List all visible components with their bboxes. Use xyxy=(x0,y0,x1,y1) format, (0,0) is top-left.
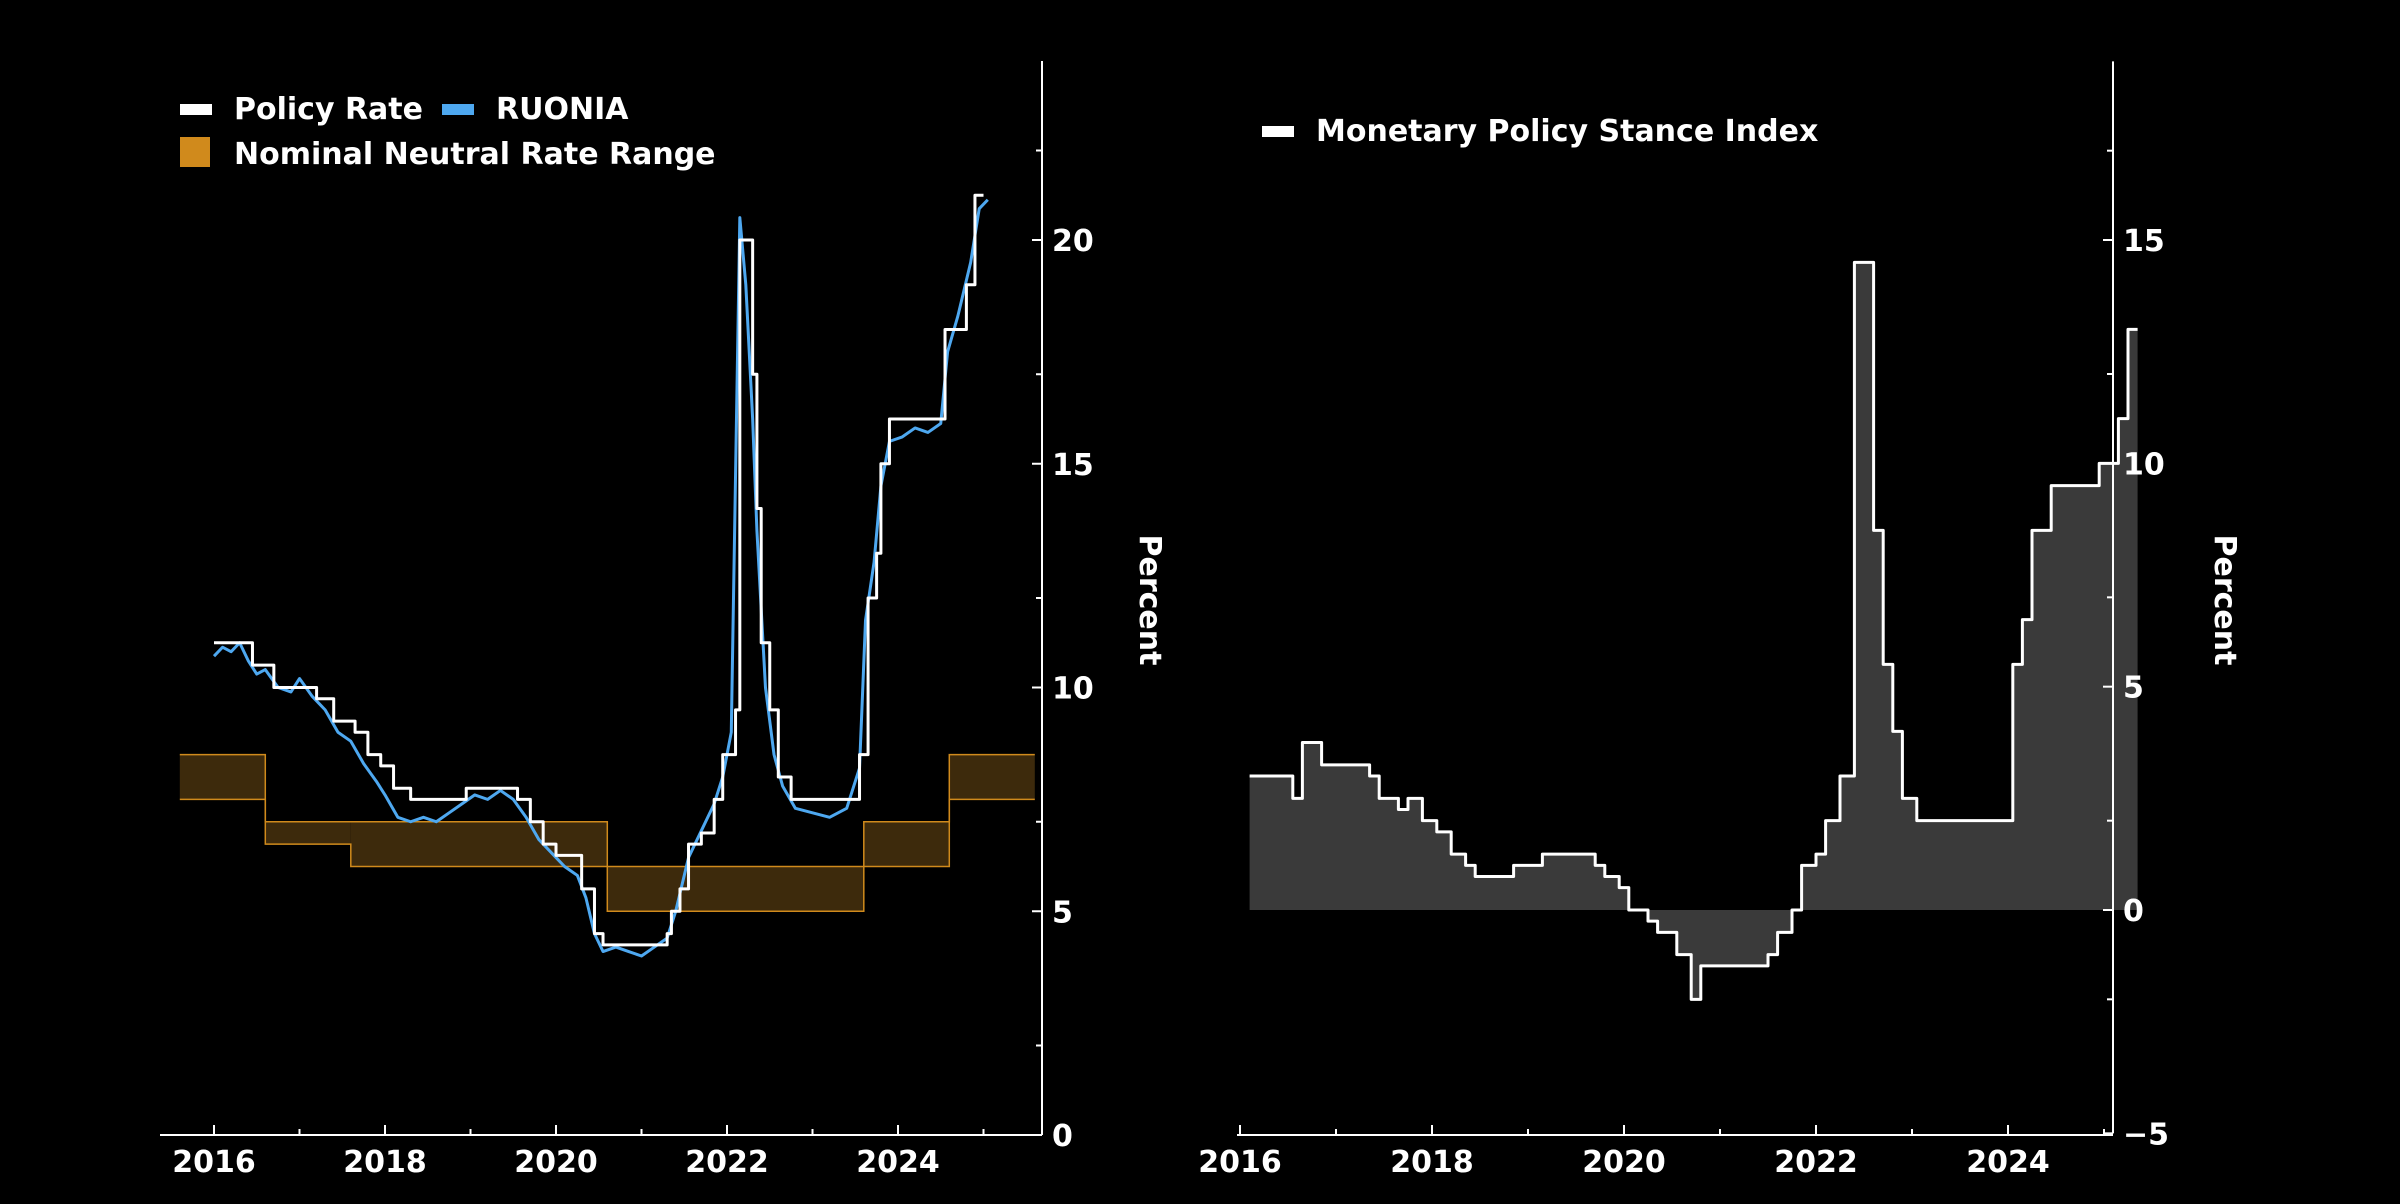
legend-label: Monetary Policy Stance Index xyxy=(1316,114,1818,149)
x-tick-label: 2020 xyxy=(1582,1145,1666,1180)
y-tick-label: 5 xyxy=(1052,895,1073,930)
neutral-band-segment xyxy=(179,754,266,800)
stance-index-area xyxy=(1249,262,2138,1000)
y-tick-label: 20 xyxy=(1052,224,1094,259)
x-tick-label: 2018 xyxy=(343,1145,427,1180)
y-axis-label: Percent xyxy=(2207,535,2242,666)
left-panel: 2016 2018 2020 2022 2024 0 5 10 15 20 Percent Polic… xyxy=(160,61,1167,1180)
x-tick-label: 2022 xyxy=(685,1145,769,1180)
x-tick-label: 2016 xyxy=(172,1145,256,1180)
x-tick-label: 2024 xyxy=(856,1145,940,1180)
x-tick-label: 2024 xyxy=(1966,1145,2050,1180)
x-tick-label: 2018 xyxy=(1390,1145,1474,1180)
y-tick-label: 10 xyxy=(2123,447,2165,482)
neutral-band-segment xyxy=(265,821,351,845)
y-tick-label: 0 xyxy=(2123,894,2144,929)
policy-rate-line xyxy=(214,193,984,947)
legend-entry: Policy Rate xyxy=(180,92,423,127)
legend-swatch xyxy=(1262,126,1294,137)
x-tick-label: 2016 xyxy=(1198,1145,1282,1180)
x-tick-label: 2022 xyxy=(1774,1145,1858,1180)
neutral-band-lower-edge xyxy=(179,798,1035,912)
neutral-band-segment xyxy=(350,821,608,867)
legend-label: Policy Rate xyxy=(234,92,423,127)
legend-entry: RUONIA xyxy=(442,92,629,127)
y-tick-label: 15 xyxy=(1052,448,1094,483)
y-tick-label: 15 xyxy=(2123,224,2165,259)
neutral-rate-band xyxy=(179,753,1035,912)
legend-entry: Monetary Policy Stance Index xyxy=(1262,114,1818,149)
neutral-band-segment xyxy=(863,821,950,867)
legend-label: RUONIA xyxy=(496,92,629,127)
right-panel: 2016 2018 2020 2022 2024 −5 0 5 10 15 Percent Monet… xyxy=(1198,61,2242,1180)
neutral-band-segment xyxy=(607,866,864,912)
y-tick-label: 10 xyxy=(1052,672,1094,707)
y-tick-label: 0 xyxy=(1052,1119,1073,1154)
y-tick-label: −5 xyxy=(2123,1117,2169,1152)
x-tick-label: 2020 xyxy=(514,1145,598,1180)
legend-swatch xyxy=(180,137,210,167)
legend-label: Nominal Neutral Rate Range xyxy=(234,137,716,172)
y-axis-label: Percent xyxy=(1132,535,1167,666)
legend-swatch xyxy=(442,104,474,115)
stance-index-line xyxy=(1249,260,2138,1001)
neutral-band-segment xyxy=(949,754,1035,800)
legend-entry: Nominal Neutral Rate Range xyxy=(180,137,716,172)
legend-swatch xyxy=(180,104,212,115)
y-tick-label: 5 xyxy=(2123,671,2144,706)
